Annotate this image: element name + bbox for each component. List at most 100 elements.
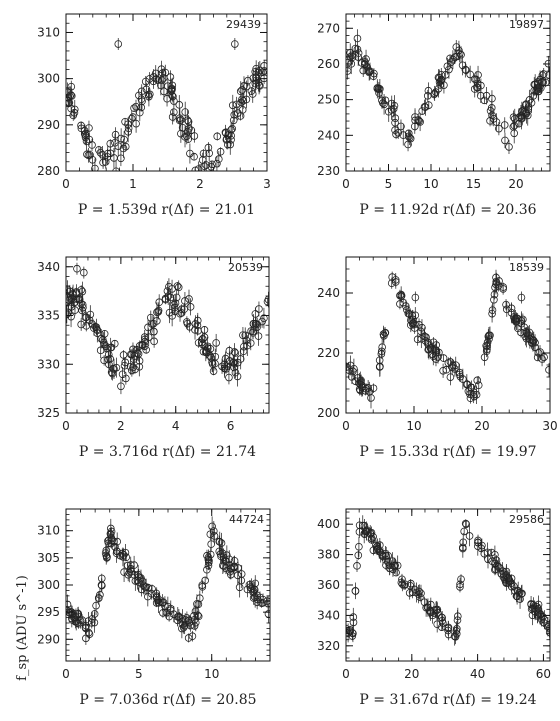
data-point: [472, 390, 481, 399]
data-point: [99, 158, 107, 167]
y-tick-label: 360: [317, 578, 340, 592]
data-point: [511, 314, 520, 323]
panel-18539: 0 10 20 30 200 220 240 18539 P = 15.33d r(Δf) = …: [317, 256, 558, 460]
data-point: [439, 354, 448, 362]
data-point: [121, 142, 130, 151]
data-point: [143, 592, 152, 601]
data-point: [399, 131, 408, 139]
y-tick-label: 305: [37, 551, 60, 565]
data-point: [188, 632, 197, 641]
data-point: [233, 372, 242, 381]
data-point: [91, 164, 99, 171]
data-point: [99, 338, 108, 347]
data-point: [134, 570, 142, 579]
data-point: [452, 43, 461, 51]
data-point: [444, 359, 453, 367]
data-point: [482, 91, 491, 100]
x-tick-label: 5: [135, 667, 143, 681]
data-point: [256, 66, 264, 75]
data-point: [119, 351, 128, 359]
data-point: [232, 100, 241, 109]
data-point: [85, 316, 94, 325]
data-point: [476, 91, 485, 100]
data-point: [149, 73, 158, 81]
x-tick-label: 20: [474, 419, 489, 433]
data-point: [240, 82, 248, 90]
data-point: [437, 613, 446, 622]
data-point: [240, 342, 248, 351]
data-point: [525, 96, 534, 104]
data-point: [499, 283, 508, 291]
data-point: [405, 589, 414, 597]
data-point: [522, 109, 531, 118]
data-point: [519, 315, 527, 324]
x-tick-label: 20: [404, 667, 419, 681]
data-point: [403, 306, 411, 314]
data-point: [124, 128, 132, 136]
x-tick-label: 0: [62, 419, 70, 433]
data-point: [234, 109, 242, 117]
outlier-point: [114, 40, 123, 48]
data-point: [228, 124, 237, 133]
y-tick-label: 325: [37, 406, 60, 420]
plot-frame: [345, 256, 551, 414]
data-point: [251, 320, 260, 328]
data-point: [168, 312, 176, 320]
data-point: [66, 296, 73, 305]
data-point: [120, 361, 129, 370]
data-point: [185, 295, 193, 303]
data-point: [237, 570, 246, 578]
data-point: [230, 348, 239, 356]
data-point: [157, 65, 166, 74]
data-point: [122, 374, 130, 383]
data-point: [144, 333, 153, 341]
x-tick-label: 10: [406, 419, 421, 433]
data-point: [130, 561, 138, 569]
data-point: [488, 306, 497, 314]
panel-caption: P = 7.036d r(Δf) = 20.85: [79, 692, 256, 708]
data-point: [190, 152, 198, 161]
data-point: [213, 132, 222, 141]
data-point: [164, 292, 173, 300]
y-tick-label: 300: [37, 72, 60, 86]
data-point: [433, 609, 442, 617]
data-point: [239, 97, 248, 105]
data-point: [71, 617, 80, 626]
data-point: [417, 327, 425, 336]
data-point: [375, 89, 383, 97]
data-point: [421, 337, 430, 345]
data-point: [184, 616, 193, 625]
data-point: [241, 331, 250, 340]
y-axis-label: f_sp (ADU s^-1): [15, 575, 30, 681]
data-point: [502, 305, 511, 314]
data-point: [470, 85, 479, 93]
data-point: [444, 626, 452, 635]
data-point: [488, 557, 496, 566]
data-point: [215, 537, 224, 546]
data-point: [493, 561, 501, 570]
data-points: [66, 262, 269, 395]
data-point: [127, 567, 136, 576]
data-point: [193, 600, 201, 608]
data-point: [204, 555, 213, 564]
data-points: [66, 38, 267, 171]
data-point: [159, 609, 167, 617]
y-tick-label: 300: [37, 578, 60, 592]
data-point: [66, 310, 71, 319]
data-point: [411, 585, 419, 594]
panel-caption: P = 31.67d r(Δf) = 19.24: [359, 692, 536, 708]
y-tick-label: 290: [37, 118, 60, 132]
data-point: [509, 113, 518, 121]
data-point: [539, 78, 547, 87]
data-point: [129, 363, 137, 372]
data-point: [404, 140, 412, 149]
data-point: [144, 323, 152, 332]
data-point: [484, 555, 492, 564]
data-point: [66, 285, 72, 294]
data-point: [159, 74, 168, 82]
data-point: [441, 71, 450, 79]
data-point: [454, 612, 462, 621]
data-point: [141, 583, 149, 591]
data-point: [121, 358, 130, 367]
data-point: [407, 579, 415, 588]
